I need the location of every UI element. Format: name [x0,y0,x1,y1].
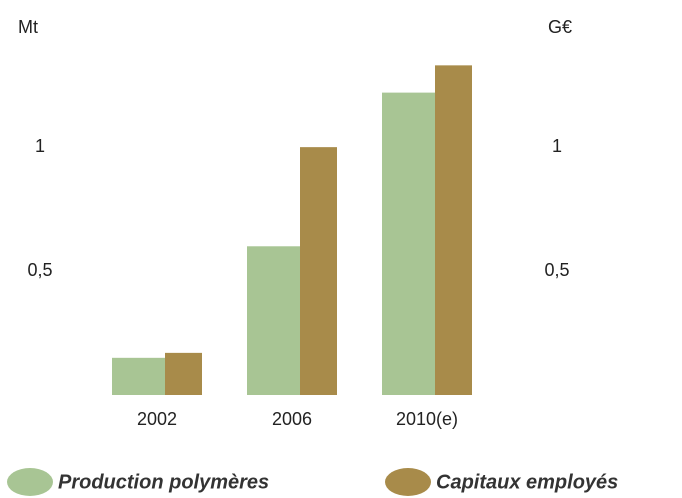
bar [435,65,472,395]
y2-tick-label: 1 [552,136,562,156]
y2-tick-label: 0,5 [544,260,569,280]
y2-axis-label: G€ [548,17,572,37]
x-tick-label: 2002 [137,409,177,429]
legend-swatch [7,468,53,496]
bar [112,357,165,395]
x-tick-label: 2010(e) [396,409,458,429]
legend-label: Capitaux employés [436,471,618,493]
bar [300,147,337,395]
y-tick-label: 1 [35,136,45,156]
legend-swatch [385,468,431,496]
bar [382,92,435,395]
y-axis-label: Mt [18,17,38,37]
legend-label: Production polymères [58,471,269,493]
bar [165,352,202,395]
y-tick-label: 0,5 [27,260,52,280]
bar [247,246,300,395]
x-tick-label: 2006 [272,409,312,429]
